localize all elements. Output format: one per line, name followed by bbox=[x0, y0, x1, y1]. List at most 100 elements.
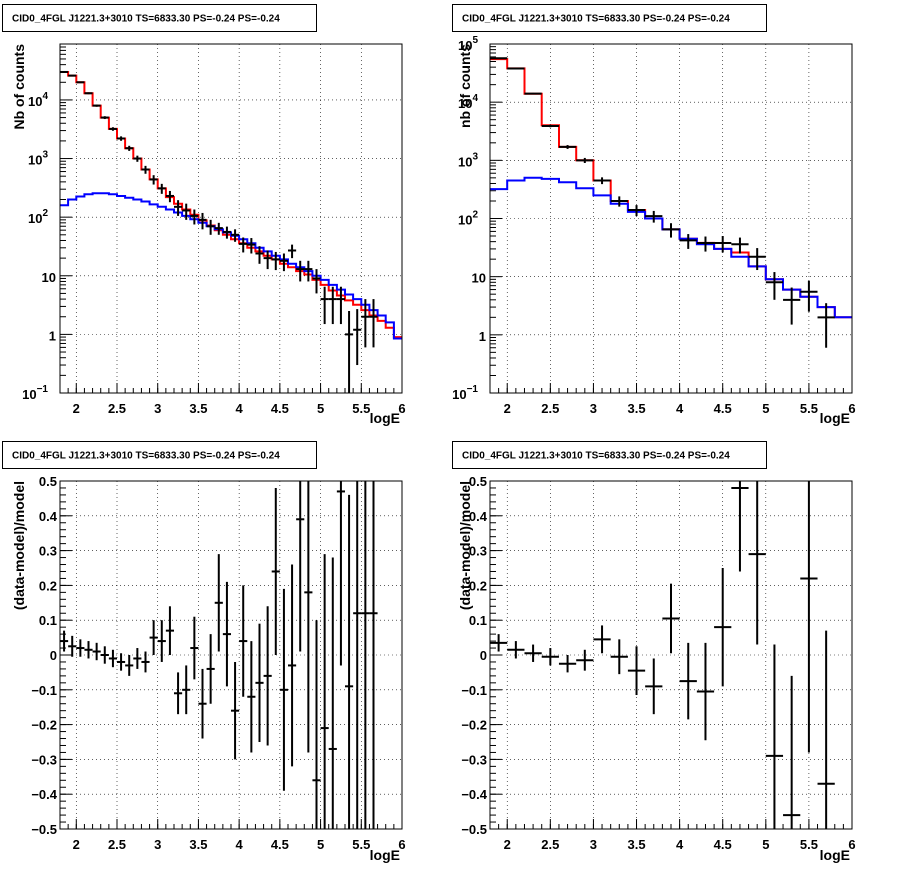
x-tick-label: 5 bbox=[317, 401, 324, 416]
data-point bbox=[490, 634, 508, 652]
data-point bbox=[182, 665, 191, 715]
data-point bbox=[328, 286, 337, 325]
y-tick-label: −0.3 bbox=[31, 752, 57, 767]
y-tick-label: −0.1 bbox=[461, 683, 487, 698]
data-point bbox=[336, 481, 345, 666]
data-point bbox=[800, 481, 818, 753]
data-point bbox=[320, 554, 329, 829]
data-point bbox=[100, 116, 109, 120]
data-point bbox=[345, 311, 354, 393]
data-point bbox=[271, 487, 280, 655]
data-point bbox=[279, 253, 288, 272]
data-point bbox=[558, 655, 577, 673]
y-tick-label: 10 bbox=[472, 271, 486, 286]
y-tick-label: 1 bbox=[49, 328, 56, 343]
data-point bbox=[263, 606, 272, 746]
data-point bbox=[817, 303, 835, 348]
x-tick-label: 2.5 bbox=[541, 837, 559, 852]
data-point bbox=[679, 234, 697, 249]
data-point bbox=[783, 675, 801, 829]
x-axis-label: logE bbox=[820, 847, 850, 863]
data-point bbox=[817, 630, 835, 829]
data-point bbox=[231, 229, 240, 242]
data-point bbox=[141, 651, 150, 673]
data-point bbox=[576, 157, 594, 163]
data-point bbox=[345, 494, 354, 829]
x-tick-label: 2 bbox=[73, 401, 80, 416]
x-tick-label: 4.5 bbox=[714, 837, 732, 852]
data-point bbox=[222, 581, 231, 687]
series-line-2 bbox=[490, 176, 852, 319]
x-tick-label: 4 bbox=[676, 401, 684, 416]
chart-title-box bbox=[452, 4, 767, 32]
data-point bbox=[174, 200, 183, 216]
x-tick-label: 3 bbox=[154, 401, 161, 416]
data-point bbox=[133, 155, 142, 162]
y-tick-label: −0.1 bbox=[31, 683, 57, 698]
data-point bbox=[125, 655, 134, 676]
data-point bbox=[328, 557, 337, 829]
data-point bbox=[336, 286, 345, 325]
plot-area bbox=[60, 481, 378, 829]
y-tick-label: 10 bbox=[42, 270, 56, 285]
data-point bbox=[714, 236, 732, 253]
y-tick-label: −0.2 bbox=[461, 718, 487, 733]
data-point bbox=[214, 554, 223, 652]
x-tick-label: 3 bbox=[154, 837, 161, 852]
data-point bbox=[100, 646, 109, 664]
data-point bbox=[222, 226, 231, 239]
data-point bbox=[108, 127, 117, 131]
data-point bbox=[206, 219, 215, 235]
data-point bbox=[524, 92, 542, 95]
data-point bbox=[558, 145, 577, 149]
x-tick-label: 6 bbox=[398, 837, 405, 852]
data-point bbox=[627, 646, 646, 696]
y-tick-label: 0.4 bbox=[39, 509, 58, 524]
chart-panel-2: CID0_4FGL J1221.3+3010 TS=6833.30 PS=-0.… bbox=[452, 4, 856, 426]
data-point bbox=[198, 668, 207, 739]
data-point bbox=[255, 246, 264, 264]
data-point bbox=[117, 136, 126, 141]
data-point bbox=[304, 481, 313, 753]
x-tick-label: 2 bbox=[504, 837, 511, 852]
y-tick-label: 0.1 bbox=[469, 613, 487, 628]
data-point bbox=[157, 620, 166, 662]
data-point bbox=[206, 634, 215, 704]
x-tick-label: 3.5 bbox=[627, 401, 645, 416]
data-point bbox=[174, 672, 183, 715]
data-point bbox=[279, 588, 288, 791]
plot-frame bbox=[59, 480, 403, 830]
data-point bbox=[524, 644, 542, 662]
x-tick-label: 3.5 bbox=[627, 837, 645, 852]
data-point bbox=[149, 175, 158, 185]
x-tick-label: 4.5 bbox=[271, 837, 289, 852]
x-tick-label: 3.5 bbox=[189, 837, 207, 852]
y-tick-label: 10−1 bbox=[452, 384, 478, 402]
data-point bbox=[645, 658, 663, 715]
y-axis-label: (data-model)/model bbox=[457, 481, 473, 610]
data-point bbox=[304, 260, 313, 282]
data-point bbox=[593, 625, 611, 654]
data-point bbox=[361, 481, 370, 829]
data-point bbox=[133, 648, 142, 669]
data-point bbox=[731, 237, 749, 254]
y-tick-label: 1 bbox=[479, 329, 486, 344]
data-point bbox=[610, 196, 628, 207]
y-tick-label: 103 bbox=[28, 150, 48, 168]
data-point bbox=[214, 222, 223, 235]
data-point bbox=[296, 481, 305, 652]
x-tick-label: 3 bbox=[590, 401, 597, 416]
x-axis-label: logE bbox=[820, 410, 850, 426]
y-tick-label: 103 bbox=[458, 151, 478, 169]
data-point bbox=[198, 212, 207, 230]
data-point bbox=[593, 177, 611, 185]
data-point bbox=[361, 299, 370, 348]
series-line-1 bbox=[490, 58, 852, 319]
y-tick-label: −0.3 bbox=[461, 752, 487, 767]
data-point bbox=[353, 309, 362, 366]
y-tick-label: −0.2 bbox=[31, 718, 57, 733]
data-point bbox=[783, 287, 801, 325]
data-point bbox=[190, 616, 199, 680]
x-tick-label: 5 bbox=[317, 837, 324, 852]
data-point bbox=[84, 92, 93, 95]
